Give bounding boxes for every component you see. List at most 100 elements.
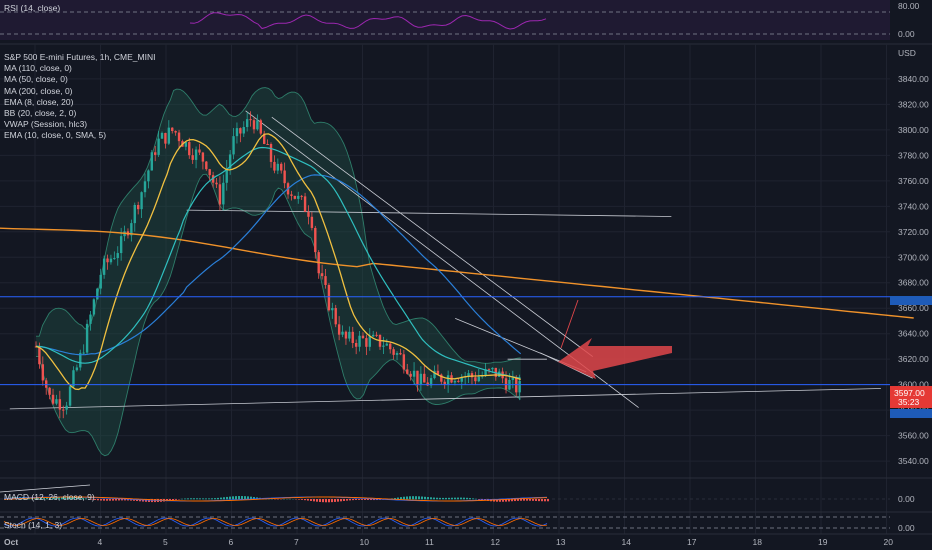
macd-histogram-bar — [457, 497, 459, 500]
candle-body — [467, 373, 470, 377]
macd-histogram-bar — [97, 499, 99, 501]
ema-8-line — [35, 133, 521, 391]
macd-histogram-bar — [55, 497, 57, 500]
macd-histogram-bar — [127, 499, 129, 501]
candle-body — [232, 136, 235, 155]
macd-histogram-bar — [469, 498, 471, 500]
macd-histogram-bar — [340, 499, 342, 502]
macd-histogram-bar — [241, 496, 243, 500]
candle-body — [389, 343, 392, 350]
macd-tick: 0.00 — [898, 494, 915, 504]
macd-histogram-bar — [343, 499, 345, 501]
macd-histogram-bar — [406, 496, 408, 500]
candle-body — [239, 128, 242, 134]
candle-body — [249, 119, 252, 121]
macd-histogram-bar — [310, 499, 312, 501]
macd-histogram-bar — [298, 499, 300, 500]
candle-body — [351, 331, 354, 343]
price-tick-label: 3760.00 — [898, 176, 929, 186]
candle-body — [453, 380, 457, 383]
macd-histogram-bar — [202, 498, 204, 500]
candle-body — [41, 364, 45, 381]
macd-histogram-bar — [346, 499, 348, 501]
macd-histogram-bar — [82, 497, 84, 500]
time-tick-label: 10 — [360, 537, 370, 547]
candle-body — [194, 149, 198, 160]
candle-body — [460, 376, 463, 382]
candle-body — [55, 399, 58, 404]
indicator-ema-8[interactable]: EMA (8, close, 20) — [4, 96, 74, 107]
candle-body — [293, 195, 297, 199]
candle-body — [259, 120, 262, 134]
rsi-tick-top: 80.00 — [898, 1, 920, 11]
time-tick-label: 20 — [884, 537, 894, 547]
macd-histogram-bar — [535, 499, 537, 501]
price-badge-countdown: 35:23 — [898, 397, 920, 407]
macd-histogram-bar — [331, 499, 333, 503]
candle-body — [361, 335, 365, 339]
macd-histogram-bar — [337, 499, 339, 502]
macd-histogram-bar — [106, 499, 108, 501]
macd-histogram-bar — [502, 499, 504, 502]
candle-body — [433, 370, 436, 379]
macd-histogram-bar — [112, 499, 114, 501]
macd-histogram-bar — [427, 497, 429, 500]
indicator-ema-10[interactable]: EMA (10, close, 0, SMA, 5) — [4, 130, 107, 141]
candle-body — [511, 377, 515, 380]
candle-body — [402, 354, 406, 370]
time-tick-label: 5 — [163, 537, 168, 547]
macd-histogram-bar — [439, 497, 441, 500]
indicator-ma-200[interactable]: MA (200, close, 0) — [4, 85, 73, 96]
candle-body — [283, 170, 286, 184]
candle-body — [409, 373, 412, 377]
candle-body — [215, 182, 218, 185]
candle-body — [201, 152, 205, 162]
candle-body — [222, 182, 225, 205]
macd-histogram-bar — [187, 498, 189, 500]
macd-histogram-bar — [376, 499, 378, 501]
candle-body — [211, 175, 215, 183]
candle-body — [314, 227, 317, 253]
candle-body — [470, 373, 474, 378]
price-badge: 3597.00 35:23 — [890, 386, 932, 408]
macd-histogram-bar — [433, 497, 435, 500]
candle-body — [440, 374, 443, 382]
indicator-bb[interactable]: BB (20, close, 2, 0) — [4, 108, 77, 119]
candle-body — [89, 314, 92, 324]
candle-body — [331, 308, 334, 311]
candle-body — [368, 336, 371, 347]
macd-histogram-bar — [436, 497, 438, 500]
indicator-ma-50[interactable]: MA (50, close, 0) — [4, 74, 68, 85]
candle-body — [423, 373, 426, 383]
macd-histogram-bar — [49, 497, 51, 500]
macd-histogram-bar — [448, 497, 450, 500]
macd-histogram-bar — [520, 499, 522, 501]
candle-body — [106, 258, 109, 263]
candle-body — [92, 299, 96, 315]
main-pane: USD 3840.00 3820.00 3800.00 3780.00 3760.00 3… — [0, 44, 932, 534]
macd-histogram-bar — [400, 497, 402, 500]
macd-histogram-bar — [100, 499, 102, 501]
candle-body — [51, 394, 55, 404]
candle-body — [225, 168, 228, 183]
macd-histogram-bar — [85, 498, 87, 500]
macd-histogram-bar — [463, 497, 465, 500]
candle-body — [79, 352, 82, 368]
trend-line — [9, 388, 881, 410]
candle-body — [399, 353, 402, 355]
macd-histogram-bar — [511, 499, 513, 502]
candle-body — [327, 284, 331, 311]
candle-body — [65, 405, 68, 410]
macd-histogram-bar — [322, 499, 324, 503]
time-axis[interactable]: Oct 4 5 6 7 10 11 12 13 14 17 18 19 20 — [4, 537, 893, 547]
candle-body — [72, 370, 75, 387]
candle-body — [263, 133, 266, 144]
indicator-vwap[interactable]: VWAP (Session, hlc3) — [4, 119, 88, 130]
candle-body — [208, 169, 211, 176]
candle-body — [147, 170, 150, 182]
indicator-ma-110[interactable]: MA (110, close, 0) — [4, 63, 72, 74]
candle-body — [191, 155, 194, 160]
price-tick-label: 3780.00 — [898, 150, 929, 160]
macd-histogram-bar — [508, 499, 510, 502]
